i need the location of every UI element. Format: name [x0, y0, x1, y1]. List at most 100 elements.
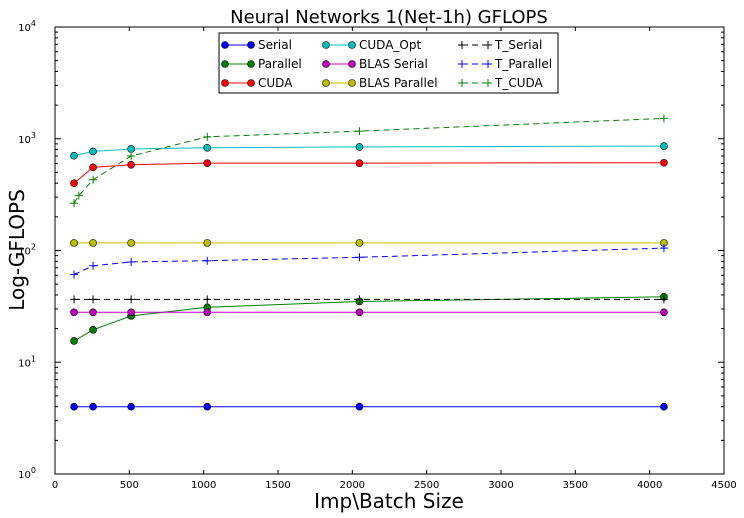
legend-label: CUDA [258, 76, 293, 90]
data-point [70, 295, 79, 304]
x-tick-label: 1500 [265, 480, 290, 491]
legend-marker [458, 41, 466, 49]
legend-label: BLAS Parallel [359, 76, 438, 90]
legend-label: T_Serial [494, 38, 542, 52]
legend-marker [484, 79, 492, 87]
y-tick-label-base: 10 [18, 135, 31, 146]
x-tick-label: 4500 [711, 480, 736, 491]
legend-label: Parallel [258, 57, 302, 71]
legend-marker [247, 60, 255, 68]
data-point [70, 337, 78, 345]
series-blas-serial [70, 308, 668, 317]
legend-entry: Serial [221, 38, 292, 52]
y-tick-label: 103 [18, 131, 36, 146]
data-point [659, 114, 668, 123]
data-point [89, 147, 97, 156]
data-point [355, 239, 364, 247]
y-tick-label: 100 [18, 466, 36, 481]
legend-entry: Parallel [221, 57, 302, 71]
series-cuda-opt [70, 142, 668, 160]
legend-marker [484, 41, 492, 49]
data-point [203, 295, 212, 304]
data-point [127, 402, 135, 411]
data-point [203, 308, 212, 317]
data-point [127, 145, 135, 153]
y-tick-label-exponent: 1 [31, 354, 36, 363]
legend-label: T_Parallel [494, 57, 552, 71]
data-point [70, 270, 79, 279]
y-tick-label-base: 10 [18, 247, 31, 258]
data-point [70, 151, 78, 160]
x-axis-title: Imp\Batch Size [314, 489, 464, 513]
x-tick-label: 0 [52, 480, 58, 491]
data-point [203, 256, 212, 265]
data-point [70, 308, 78, 317]
axis-ticks: 0 500 1000 1500 2000 2500 3000 3500 4000 45001001… [18, 19, 737, 491]
data-point [127, 152, 136, 161]
legend-entry: CUDA_Opt [322, 38, 421, 52]
data-point [127, 295, 136, 304]
chart-title: Neural Networks 1(Net-1h) GFLOPS [230, 7, 548, 28]
data-point [89, 308, 97, 317]
data-point [70, 179, 78, 188]
x-tick-label: 4000 [637, 480, 662, 491]
legend-marker [458, 79, 466, 87]
legend-marker [247, 79, 255, 87]
data-point [660, 308, 668, 317]
series-serial [70, 402, 668, 411]
data-point [89, 402, 97, 411]
data-point [660, 402, 668, 411]
plot-area [54, 26, 725, 475]
series-blas-parallel [70, 239, 668, 247]
legend-entry: CUDA [221, 76, 293, 90]
legend-label: T_CUDA [494, 76, 544, 90]
series-t-parallel [70, 244, 668, 279]
x-tick-label: 3000 [488, 480, 513, 491]
data-point [203, 239, 212, 247]
y-tick-label-exponent: 4 [31, 19, 36, 28]
data-point [355, 127, 364, 136]
legend-entry: BLAS Serial [322, 57, 428, 71]
y-tick-label-base: 10 [18, 358, 31, 369]
series-cuda [70, 158, 668, 188]
legend-label: BLAS Serial [359, 57, 428, 71]
data-point [70, 199, 79, 208]
legend-label: Serial [258, 38, 292, 52]
legend-marker [348, 41, 356, 49]
y-tick-label-exponent: 0 [31, 466, 36, 475]
legend-marker [322, 79, 330, 87]
data-point [89, 261, 98, 270]
x-tick-label: 2000 [340, 480, 365, 491]
y-tick-label-exponent: 3 [31, 131, 36, 140]
x-tick-label: 2500 [414, 480, 439, 491]
legend-marker [221, 79, 229, 87]
data-point [659, 295, 668, 304]
data-point [355, 308, 364, 317]
y-tick-label-base: 10 [18, 23, 31, 34]
series-line-cuda [73, 162, 664, 184]
data-point [355, 159, 364, 167]
legend-entry: T_Parallel [458, 57, 552, 71]
data-point [127, 160, 135, 169]
y-tick-label: 104 [18, 19, 36, 34]
plot-frame [54, 26, 725, 475]
x-tick-label: 3500 [563, 480, 588, 491]
legend-marker [221, 60, 229, 68]
data-point [660, 158, 668, 167]
data-point [89, 239, 97, 247]
data-point [660, 142, 668, 150]
y-tick-label: 102 [18, 243, 36, 258]
data-point [203, 143, 212, 152]
legend: Serial Parallel CUDA CUDA_Opt BLAS Serial BLA… [218, 32, 559, 94]
data-point [89, 175, 98, 184]
series-t-cuda [70, 114, 668, 208]
data-point [89, 163, 97, 172]
legend-label: CUDA_Opt [359, 38, 421, 52]
data-point [70, 402, 78, 411]
data-point [355, 253, 364, 262]
data-point [70, 239, 78, 247]
data-point [355, 295, 364, 304]
y-tick-label: 101 [18, 354, 36, 369]
data-point [127, 239, 135, 247]
